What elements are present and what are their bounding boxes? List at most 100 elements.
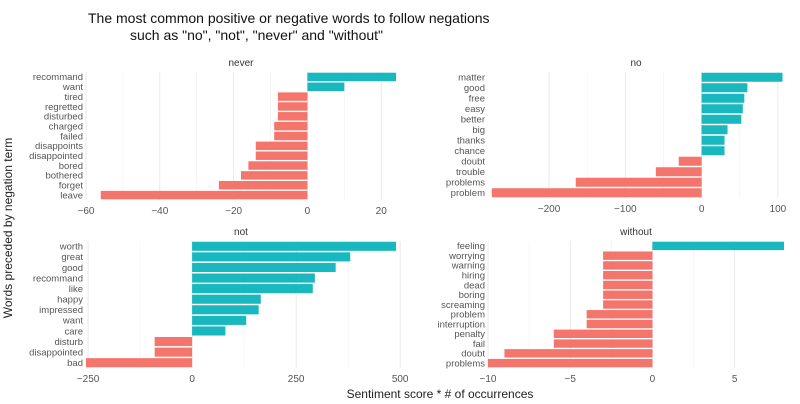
- bar-no-free: [701, 93, 745, 103]
- bar-without-worrying: [603, 251, 653, 260]
- y-tick-label-fail: fail: [473, 339, 485, 350]
- bar-without-doubt: [504, 349, 653, 358]
- y-tick-label-disappoints: disappoints: [35, 141, 83, 152]
- y-tick-label-good: good: [464, 83, 485, 94]
- bar-not-like: [192, 284, 313, 294]
- bar-never-forget: [218, 180, 308, 190]
- y-tick-label-want: want: [62, 316, 83, 327]
- y-tick-label-matter: matter: [458, 73, 485, 84]
- x-tick-label: −200: [538, 204, 561, 215]
- bar-no-better: [701, 114, 742, 124]
- x-tick-label: 20: [376, 206, 388, 217]
- y-tick-label-feeling: feeling: [457, 241, 485, 252]
- y-tick-label-failed: failed: [60, 131, 83, 142]
- y-tick-label-easy: easy: [465, 104, 485, 115]
- y-tick-label-boring: boring: [459, 290, 485, 301]
- bar-not-good: [192, 262, 336, 273]
- y-tick-label-doubt: doubt: [461, 157, 485, 168]
- bar-not-disappointed: [154, 347, 193, 357]
- bar-without-hiring: [603, 270, 653, 280]
- panel-not: not worthgreatgoodrecommandlikehappyimpre…: [29, 227, 409, 385]
- bar-not-recommand: [192, 273, 315, 283]
- bar-never-failed: [274, 131, 308, 141]
- panel-title-without: without: [619, 227, 652, 238]
- bar-never-disturbed: [277, 112, 308, 121]
- bar-no-problem: [491, 188, 702, 198]
- y-tick-label-chance: chance: [454, 146, 485, 157]
- x-tick-label: −60: [78, 206, 95, 217]
- bar-never-disappointed: [255, 151, 308, 160]
- x-tick-label: 0: [699, 204, 705, 215]
- x-tick-label: −20: [225, 206, 242, 217]
- y-tick-label-charged: charged: [49, 121, 83, 132]
- y-tick-label-disappointed: disappointed: [29, 347, 83, 358]
- bar-not-bad: [86, 358, 193, 368]
- bar-not-want: [192, 315, 247, 325]
- x-tick-label: 250: [288, 374, 305, 385]
- bar-never-want: [307, 82, 345, 92]
- panel-never: never recommandwanttiredregretteddisturbe…: [29, 58, 396, 217]
- panel-title-never: never: [228, 58, 254, 69]
- y-tick-label-interruption: interruption: [437, 319, 485, 330]
- y-tick-label-regretted: regretted: [45, 102, 83, 113]
- bar-no-thanks: [701, 135, 725, 145]
- y-tick-label-tired: tired: [65, 92, 83, 103]
- y-tick-label-dead: dead: [464, 280, 485, 291]
- y-tick-label-disturb: disturb: [54, 337, 83, 348]
- bar-without-dead: [603, 280, 653, 290]
- bar-never-regretted: [277, 102, 308, 111]
- y-tick-label-penalty: penalty: [454, 329, 485, 340]
- x-tick-label: 5: [732, 374, 738, 385]
- y-tick-label-problem: problem: [451, 188, 485, 199]
- bar-not-worth: [192, 241, 396, 251]
- bar-not-impressed: [192, 305, 259, 315]
- y-tick-label-want: want: [62, 82, 83, 93]
- bar-no-trouble: [655, 167, 702, 177]
- y-tick-label-happy: happy: [57, 295, 83, 306]
- y-tick-label-bad: bad: [67, 358, 83, 369]
- bar-never-charged: [274, 121, 308, 131]
- y-tick-label-bored: bored: [59, 161, 83, 172]
- y-tick-label-disappointed: disappointed: [29, 151, 83, 162]
- y-tick-label-worrying: worrying: [448, 251, 485, 262]
- y-tick-label-disturbed: disturbed: [44, 112, 83, 123]
- y-tick-label-hiring: hiring: [462, 270, 485, 281]
- y-tick-label-problem: problem: [451, 310, 485, 321]
- bar-no-easy: [701, 104, 743, 114]
- y-tick-label-trouble: trouble: [456, 167, 485, 178]
- x-tick-label: −10: [480, 374, 497, 385]
- x-tick-label: −40: [151, 206, 168, 217]
- panel-without: without feelingworryingwarninghiringdeadb…: [437, 227, 784, 385]
- bar-never-disappoints: [255, 141, 308, 151]
- bar-without-fail: [553, 339, 653, 348]
- y-tick-label-big: big: [472, 125, 485, 136]
- x-tick-label: 0: [189, 374, 195, 385]
- bar-no-doubt: [678, 156, 702, 166]
- y-tick-label-recommand: recommand: [33, 273, 83, 284]
- panel-title-no: no: [630, 58, 642, 69]
- y-axis-label: Words preceded by negation term: [1, 138, 15, 319]
- x-tick-label: 0: [650, 374, 656, 385]
- bar-without-screaming: [603, 300, 653, 309]
- bar-without-feeling: [652, 241, 784, 251]
- chart-title-line-1: The most common positive or negative wor…: [88, 10, 490, 26]
- bar-without-problems: [488, 358, 653, 368]
- bar-not-happy: [192, 294, 261, 304]
- bar-no-matter: [701, 72, 783, 82]
- y-tick-label-bothered: bothered: [45, 171, 83, 182]
- y-tick-label-forget: forget: [59, 181, 84, 192]
- bar-never-tired: [277, 92, 308, 101]
- y-tick-label-worth: worth: [59, 242, 83, 253]
- y-tick-label-recommand: recommand: [33, 72, 83, 83]
- y-tick-label-good: good: [62, 263, 83, 274]
- x-tick-label: 500: [392, 374, 409, 385]
- bar-no-good: [701, 83, 748, 93]
- y-tick-label-leave: leave: [60, 190, 83, 201]
- bar-no-big: [701, 125, 728, 135]
- x-tick-label: −100: [614, 204, 637, 215]
- bar-without-warning: [603, 261, 653, 270]
- panel-no: no mattergoodfreeeasybetterbigthankschanc…: [446, 58, 787, 215]
- y-tick-label-problems: problems: [446, 358, 485, 369]
- y-tick-label-care: care: [65, 326, 83, 337]
- x-axis-label: Sentiment score * # of occurrences: [347, 387, 534, 401]
